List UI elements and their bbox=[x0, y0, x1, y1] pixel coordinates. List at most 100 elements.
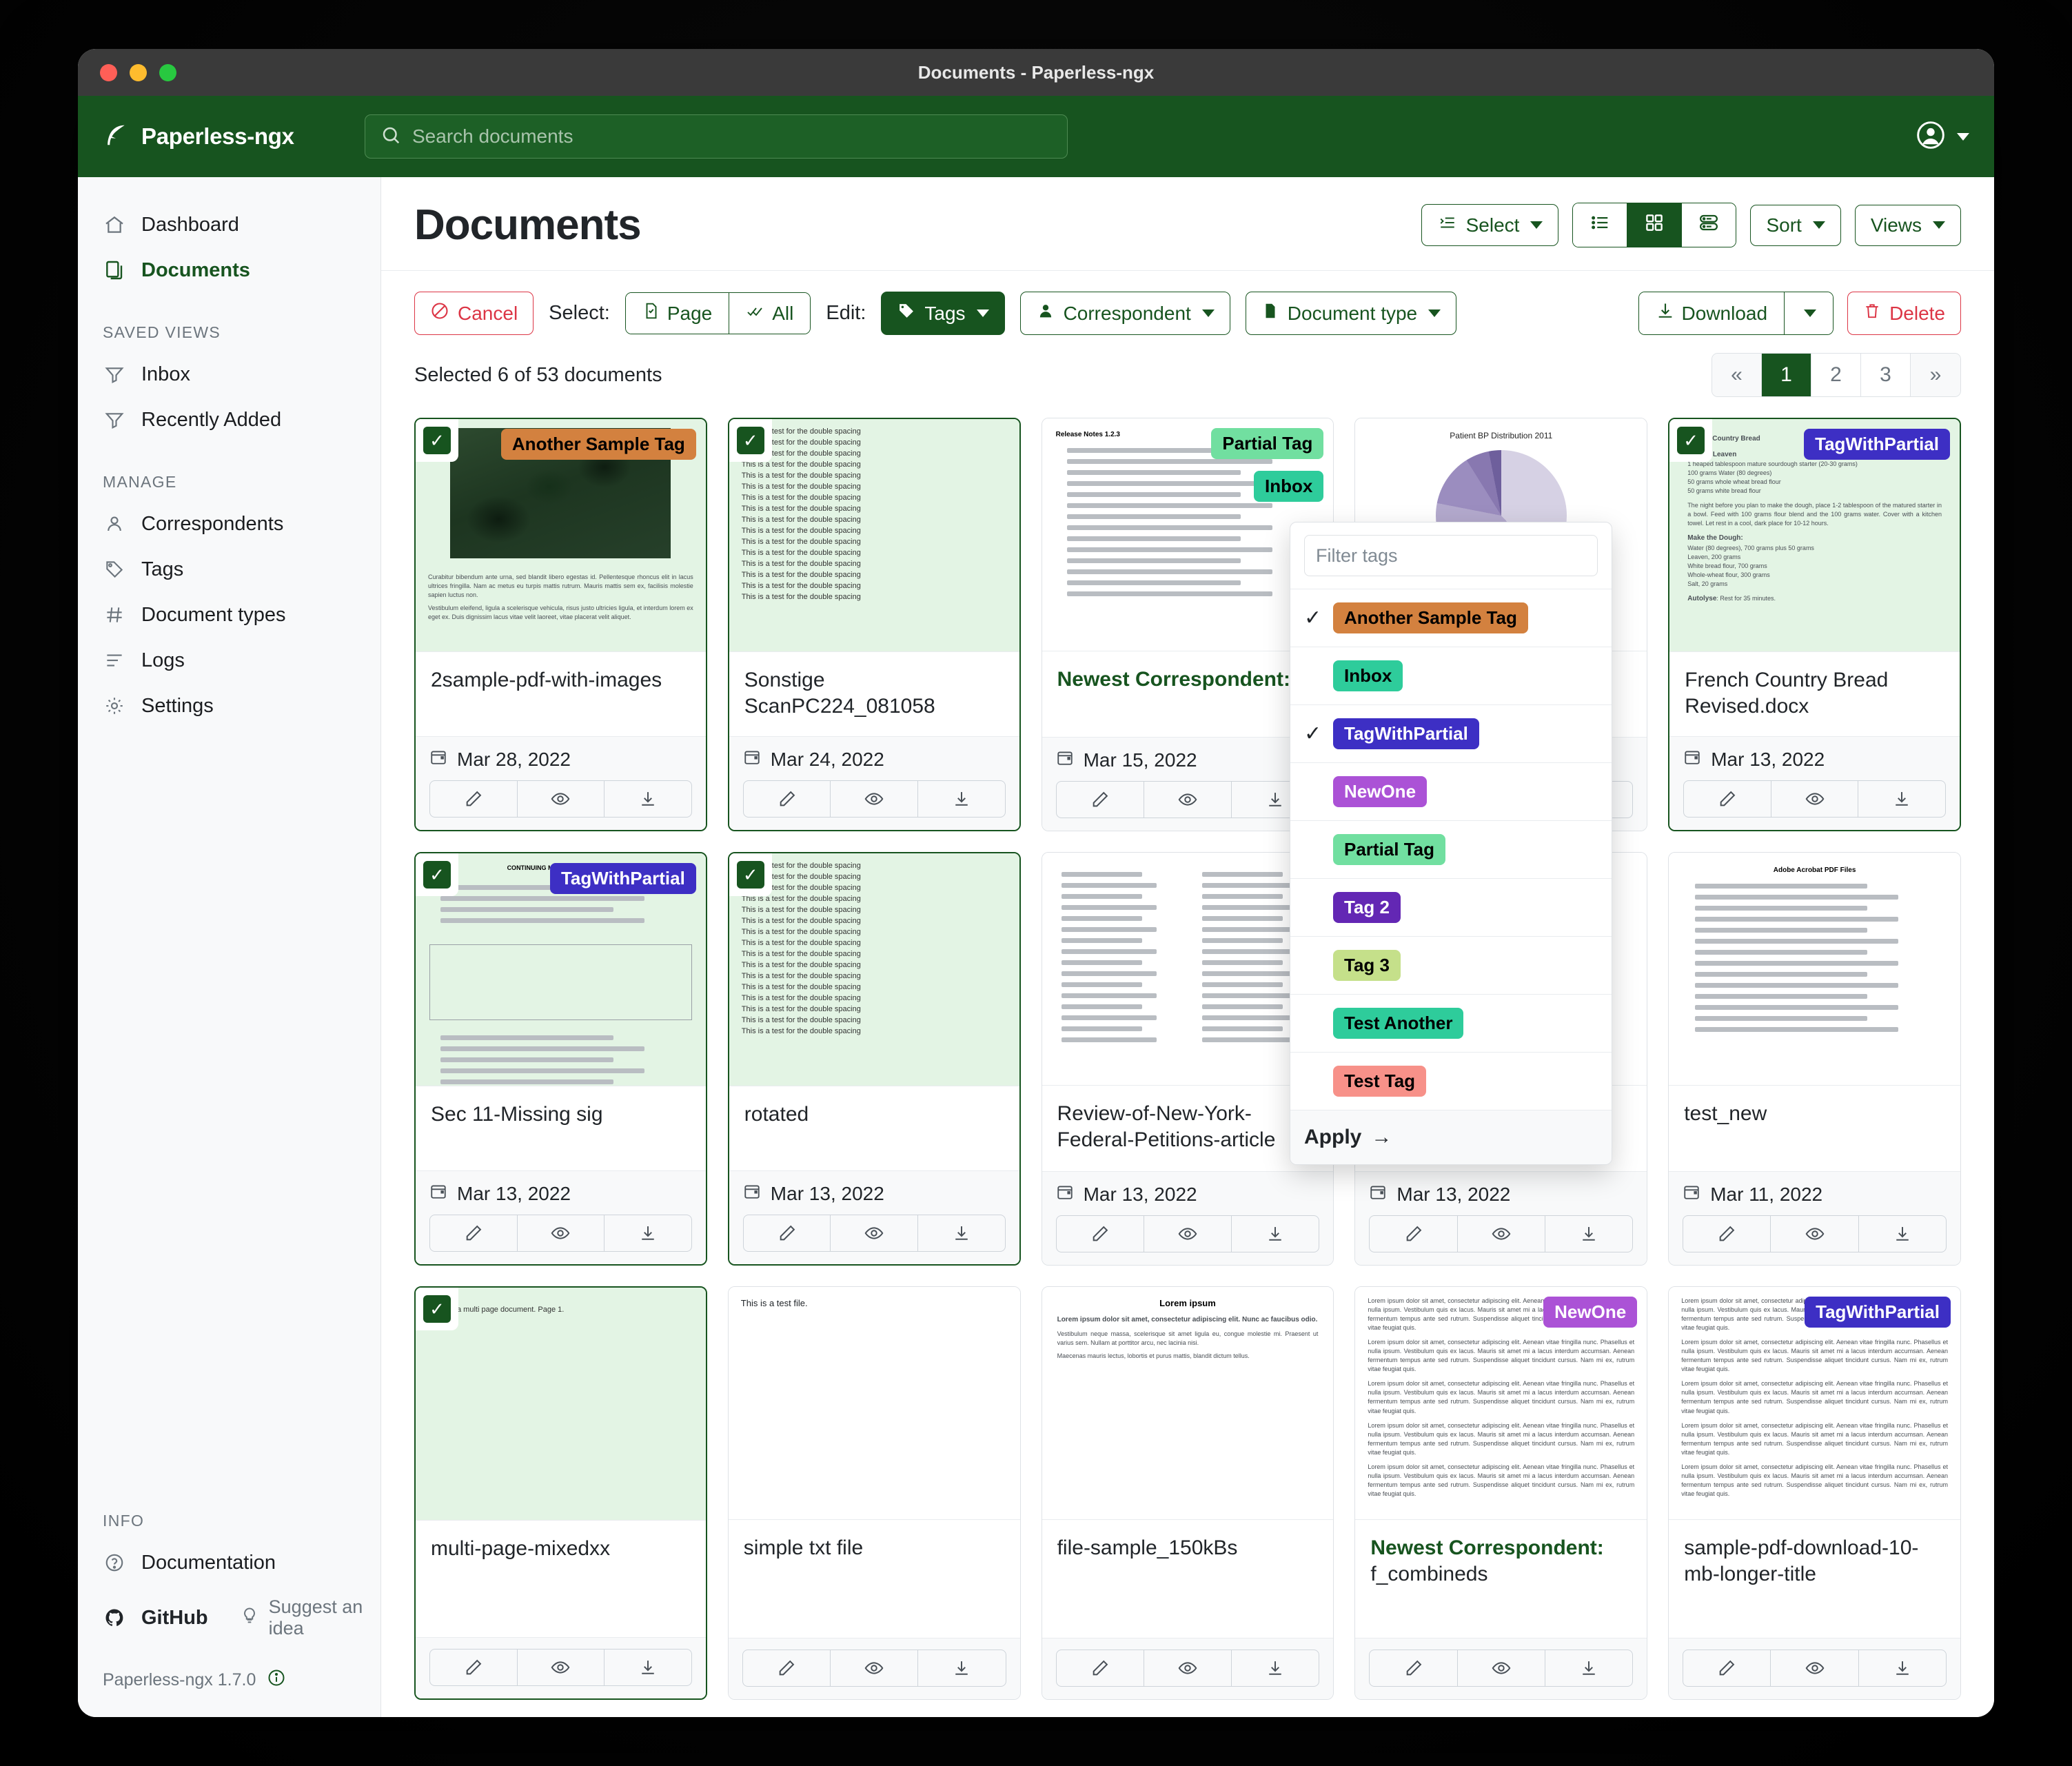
download-document-button[interactable] bbox=[605, 781, 691, 817]
document-card[interactable]: CONTINUING MEDICAL EDUCATION✓TagWithPart… bbox=[414, 852, 707, 1266]
document-title[interactable]: 2sample-pdf-with-images bbox=[416, 652, 706, 737]
edit-document-button[interactable] bbox=[430, 1215, 518, 1251]
view-mode-group[interactable] bbox=[1572, 203, 1737, 247]
download-document-button[interactable] bbox=[1859, 1650, 1946, 1686]
download-document-button[interactable] bbox=[1858, 781, 1945, 817]
sidebar-item-recently-added[interactable]: Recently Added bbox=[78, 397, 380, 443]
tag-option[interactable]: Tag 3 bbox=[1290, 936, 1612, 994]
sidebar-item-dashboard[interactable]: Dashboard bbox=[78, 202, 380, 247]
document-actions[interactable] bbox=[1369, 1215, 1634, 1252]
pagination-last[interactable]: » bbox=[1911, 354, 1960, 396]
download-document-button[interactable] bbox=[605, 1650, 691, 1685]
sidebar-item-settings[interactable]: Settings bbox=[78, 683, 380, 729]
document-card[interactable]: Adobe Acrobat PDF Files test_new Mar 11, 2… bbox=[1668, 852, 1961, 1266]
preview-document-button[interactable] bbox=[1144, 1216, 1232, 1252]
document-card[interactable]: Lorem ipsum Lorem ipsum dolor sit amet, c… bbox=[1041, 1286, 1334, 1700]
document-card[interactable]: Release Notes 1.2.3 Partial Tag Inbox Newes… bbox=[1041, 418, 1334, 831]
document-thumbnail[interactable]: Lorem ipsum Lorem ipsum dolor sit amet, c… bbox=[1042, 1287, 1334, 1520]
document-title[interactable]: Sonstige ScanPC224_081058 bbox=[729, 652, 1019, 737]
document-thumbnail[interactable]: Release Notes 1.2.3 Partial Tag Inbox bbox=[1042, 418, 1334, 651]
download-document-button[interactable] bbox=[918, 1650, 1005, 1686]
preview-document-button[interactable] bbox=[831, 1650, 919, 1686]
download-document-button[interactable] bbox=[918, 781, 1005, 817]
select-all-button[interactable]: All bbox=[729, 293, 811, 334]
document-type-dropdown-button[interactable]: Document type bbox=[1245, 292, 1457, 335]
document-actions[interactable] bbox=[742, 1215, 1006, 1252]
document-actions[interactable] bbox=[429, 780, 692, 818]
view-mode-grid-button[interactable] bbox=[1627, 203, 1683, 247]
download-document-button[interactable] bbox=[1545, 1650, 1632, 1686]
selection-checkbox[interactable]: ✓ bbox=[729, 853, 772, 896]
download-split-button[interactable]: Download bbox=[1638, 292, 1834, 335]
preview-document-button[interactable] bbox=[1144, 1650, 1232, 1686]
user-menu[interactable] bbox=[1916, 120, 1969, 154]
document-card[interactable]: Review-of-New-York-Federal-Petitions-art… bbox=[1041, 852, 1334, 1266]
document-actions[interactable] bbox=[1369, 1650, 1634, 1687]
cancel-button[interactable]: Cancel bbox=[414, 292, 534, 335]
tags-dropdown-panel[interactable]: ✓ Another Sample Tag Inbox ✓ TagWithPartial N… bbox=[1290, 522, 1612, 1165]
sidebar-item-document-types[interactable]: Document types bbox=[78, 592, 380, 638]
document-card[interactable]: a multi page document. Page 1. ✓ multi-pag… bbox=[414, 1286, 707, 1700]
edit-document-button[interactable] bbox=[744, 1215, 831, 1251]
maximize-window-button[interactable] bbox=[159, 63, 176, 81]
selection-checkbox[interactable]: ✓ bbox=[416, 419, 458, 462]
download-document-button[interactable] bbox=[918, 1215, 1005, 1251]
edit-document-button[interactable] bbox=[743, 1650, 831, 1686]
selection-checkbox[interactable]: ✓ bbox=[416, 1288, 458, 1330]
document-title[interactable]: Sec 11-Missing sig bbox=[416, 1086, 706, 1171]
document-thumbnail[interactable]: This is a test file. bbox=[728, 1287, 1020, 1520]
document-title[interactable]: Newest Correspondent: bbox=[1042, 651, 1334, 738]
tag-option[interactable]: Test Tag bbox=[1290, 1052, 1612, 1110]
download-document-button[interactable] bbox=[1859, 1216, 1946, 1252]
document-tag-chip[interactable]: NewOne bbox=[1543, 1297, 1638, 1328]
document-actions[interactable] bbox=[1055, 1650, 1320, 1687]
download-document-button[interactable] bbox=[1232, 782, 1319, 818]
document-tag-chip[interactable]: TagWithPartial bbox=[1805, 1297, 1951, 1328]
sidebar-item-correspondents[interactable]: Correspondents bbox=[78, 501, 380, 547]
document-actions[interactable] bbox=[429, 1215, 692, 1252]
document-actions[interactable] bbox=[1055, 1215, 1320, 1252]
document-title[interactable]: French Country Bread Revised.docx bbox=[1669, 652, 1960, 737]
preview-document-button[interactable] bbox=[1771, 1650, 1859, 1686]
preview-document-button[interactable] bbox=[831, 781, 918, 817]
close-window-button[interactable] bbox=[100, 63, 117, 81]
document-actions[interactable] bbox=[742, 780, 1006, 818]
preview-document-button[interactable] bbox=[1144, 782, 1232, 818]
document-actions[interactable] bbox=[1055, 781, 1320, 818]
preview-document-button[interactable] bbox=[831, 1215, 918, 1251]
document-thumbnail[interactable]: Curabitur bibendum ante urna, sed blandi… bbox=[416, 419, 706, 652]
document-title[interactable]: sample-pdf-download-10-mb-longer-title bbox=[1669, 1520, 1960, 1638]
search-box[interactable] bbox=[365, 114, 1068, 159]
document-card[interactable]: Lorem ipsum dolor sit amet, consectetur … bbox=[1354, 1286, 1648, 1700]
download-document-button[interactable] bbox=[1232, 1216, 1319, 1252]
download-button[interactable]: Download bbox=[1638, 292, 1785, 334]
edit-document-button[interactable] bbox=[1370, 1216, 1458, 1252]
document-title[interactable]: test_new bbox=[1669, 1086, 1960, 1172]
selection-checkbox[interactable]: ✓ bbox=[1669, 419, 1713, 462]
minimize-window-button[interactable] bbox=[130, 63, 147, 81]
document-tag-chip[interactable]: Inbox bbox=[1254, 471, 1324, 502]
document-actions[interactable] bbox=[742, 1650, 1006, 1687]
preview-document-button[interactable] bbox=[518, 1650, 605, 1685]
document-card[interactable]: This is a test for the double spacing Thi… bbox=[727, 852, 1021, 1266]
document-thumbnail[interactable]: This is a test for the double spacing Thi… bbox=[729, 419, 1019, 652]
edit-document-button[interactable] bbox=[1683, 1216, 1771, 1252]
edit-document-button[interactable] bbox=[1683, 1650, 1771, 1686]
edit-document-button[interactable] bbox=[1057, 782, 1144, 818]
preview-document-button[interactable] bbox=[1771, 781, 1859, 817]
document-title[interactable]: Review-of-New-York-Federal-Petitions-art… bbox=[1042, 1086, 1334, 1172]
pagination-first[interactable]: « bbox=[1712, 354, 1762, 396]
view-mode-detail-button[interactable] bbox=[1682, 203, 1736, 247]
edit-document-button[interactable] bbox=[430, 1650, 518, 1685]
window-controls[interactable] bbox=[100, 63, 176, 81]
apply-tags-button[interactable]: Apply → bbox=[1290, 1110, 1612, 1164]
document-thumbnail[interactable]: Lorem ipsum dolor sit amet, consectetur … bbox=[1355, 1287, 1647, 1520]
sidebar-item-logs[interactable]: Logs bbox=[78, 638, 380, 683]
edit-document-button[interactable] bbox=[1370, 1650, 1458, 1686]
sort-dropdown-button[interactable]: Sort bbox=[1750, 204, 1841, 246]
pagination-page-3[interactable]: 3 bbox=[1861, 354, 1911, 396]
tag-option[interactable]: ✓ TagWithPartial bbox=[1290, 704, 1612, 762]
document-thumbnail[interactable]: This is a test for the double spacing Thi… bbox=[729, 853, 1019, 1086]
views-dropdown-button[interactable]: Views bbox=[1854, 204, 1961, 246]
